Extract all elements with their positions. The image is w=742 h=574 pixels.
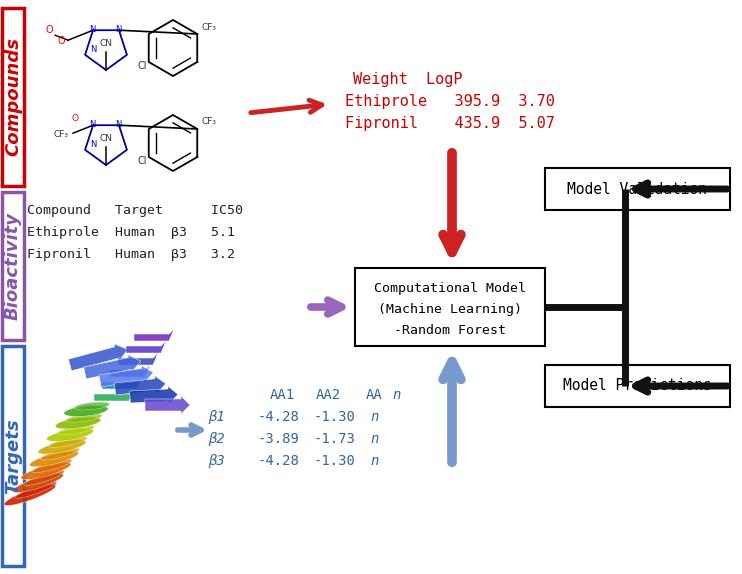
Text: n: n bbox=[392, 388, 401, 402]
Ellipse shape bbox=[30, 451, 79, 467]
Ellipse shape bbox=[16, 482, 56, 498]
Bar bbox=[545, 365, 730, 407]
Text: Weight  LogP: Weight LogP bbox=[353, 72, 462, 87]
Text: n: n bbox=[370, 454, 378, 468]
Text: β1: β1 bbox=[208, 410, 225, 424]
Ellipse shape bbox=[13, 474, 64, 492]
Text: N: N bbox=[115, 25, 121, 34]
Ellipse shape bbox=[55, 417, 101, 429]
Text: N: N bbox=[90, 140, 96, 149]
Text: Computational Model: Computational Model bbox=[374, 282, 526, 295]
Polygon shape bbox=[110, 365, 150, 377]
Text: Targets: Targets bbox=[4, 418, 22, 494]
Bar bbox=[355, 268, 545, 346]
Text: Compound   Target      IC50: Compound Target IC50 bbox=[27, 204, 243, 217]
FancyArrow shape bbox=[84, 355, 141, 379]
Bar bbox=[2, 346, 24, 566]
Ellipse shape bbox=[49, 437, 88, 447]
Ellipse shape bbox=[40, 448, 79, 460]
Text: Fipronil   Human  β3   3.2: Fipronil Human β3 3.2 bbox=[27, 248, 235, 261]
Ellipse shape bbox=[38, 440, 86, 454]
Bar bbox=[2, 8, 24, 186]
Text: Cl: Cl bbox=[137, 61, 147, 71]
Text: β2: β2 bbox=[208, 432, 225, 446]
Text: Compounds: Compounds bbox=[4, 37, 22, 157]
Polygon shape bbox=[102, 377, 142, 389]
FancyArrow shape bbox=[130, 386, 178, 404]
Text: O: O bbox=[45, 25, 53, 35]
Text: N: N bbox=[115, 120, 121, 129]
Ellipse shape bbox=[4, 484, 56, 506]
FancyArrow shape bbox=[145, 396, 190, 414]
Bar bbox=[545, 168, 730, 210]
Text: CN: CN bbox=[99, 39, 113, 48]
Text: N: N bbox=[89, 120, 96, 129]
Text: CF₃: CF₃ bbox=[53, 130, 68, 139]
Polygon shape bbox=[94, 389, 134, 401]
FancyArrow shape bbox=[99, 366, 154, 387]
Text: -1.30: -1.30 bbox=[314, 454, 356, 468]
Text: N: N bbox=[90, 45, 96, 54]
Text: Ethiprole  Human  β3   5.1: Ethiprole Human β3 5.1 bbox=[27, 226, 235, 239]
Ellipse shape bbox=[21, 463, 71, 480]
Ellipse shape bbox=[64, 405, 108, 417]
Text: β3: β3 bbox=[208, 454, 225, 468]
Ellipse shape bbox=[66, 414, 102, 422]
FancyArrow shape bbox=[114, 376, 165, 395]
Text: AA2: AA2 bbox=[316, 388, 341, 402]
Text: Fipronil    435.9  5.07: Fipronil 435.9 5.07 bbox=[345, 116, 555, 131]
Bar bbox=[2, 192, 24, 340]
Text: AA: AA bbox=[366, 388, 383, 402]
Text: CF₃: CF₃ bbox=[202, 22, 217, 32]
Text: (Machine Learning): (Machine Learning) bbox=[378, 303, 522, 316]
Text: AA1: AA1 bbox=[270, 388, 295, 402]
Text: O: O bbox=[57, 36, 65, 46]
Text: CF₃: CF₃ bbox=[202, 118, 217, 126]
Text: Cl: Cl bbox=[137, 156, 147, 166]
Text: -1.73: -1.73 bbox=[314, 432, 356, 446]
Text: -1.30: -1.30 bbox=[314, 410, 356, 424]
Ellipse shape bbox=[24, 471, 65, 486]
Text: -3.89: -3.89 bbox=[258, 432, 300, 446]
FancyArrow shape bbox=[68, 344, 128, 371]
Ellipse shape bbox=[32, 459, 72, 472]
Polygon shape bbox=[126, 341, 166, 353]
Text: -Random Forest: -Random Forest bbox=[394, 324, 506, 337]
Text: CN: CN bbox=[99, 134, 113, 143]
Text: -4.28: -4.28 bbox=[258, 410, 300, 424]
Text: N: N bbox=[89, 25, 96, 34]
Text: n: n bbox=[370, 410, 378, 424]
Ellipse shape bbox=[47, 429, 93, 441]
Polygon shape bbox=[134, 329, 174, 341]
Text: Bioactivity: Bioactivity bbox=[4, 212, 22, 320]
Text: n: n bbox=[370, 432, 378, 446]
Text: O: O bbox=[71, 114, 79, 123]
Ellipse shape bbox=[57, 425, 95, 435]
Ellipse shape bbox=[74, 402, 110, 410]
Polygon shape bbox=[118, 353, 158, 365]
Text: -4.28: -4.28 bbox=[258, 454, 300, 468]
Text: Model Predictions: Model Predictions bbox=[563, 378, 712, 394]
Text: Model Validation: Model Validation bbox=[568, 181, 708, 196]
Text: Ethiprole   395.9  3.70: Ethiprole 395.9 3.70 bbox=[345, 94, 555, 109]
